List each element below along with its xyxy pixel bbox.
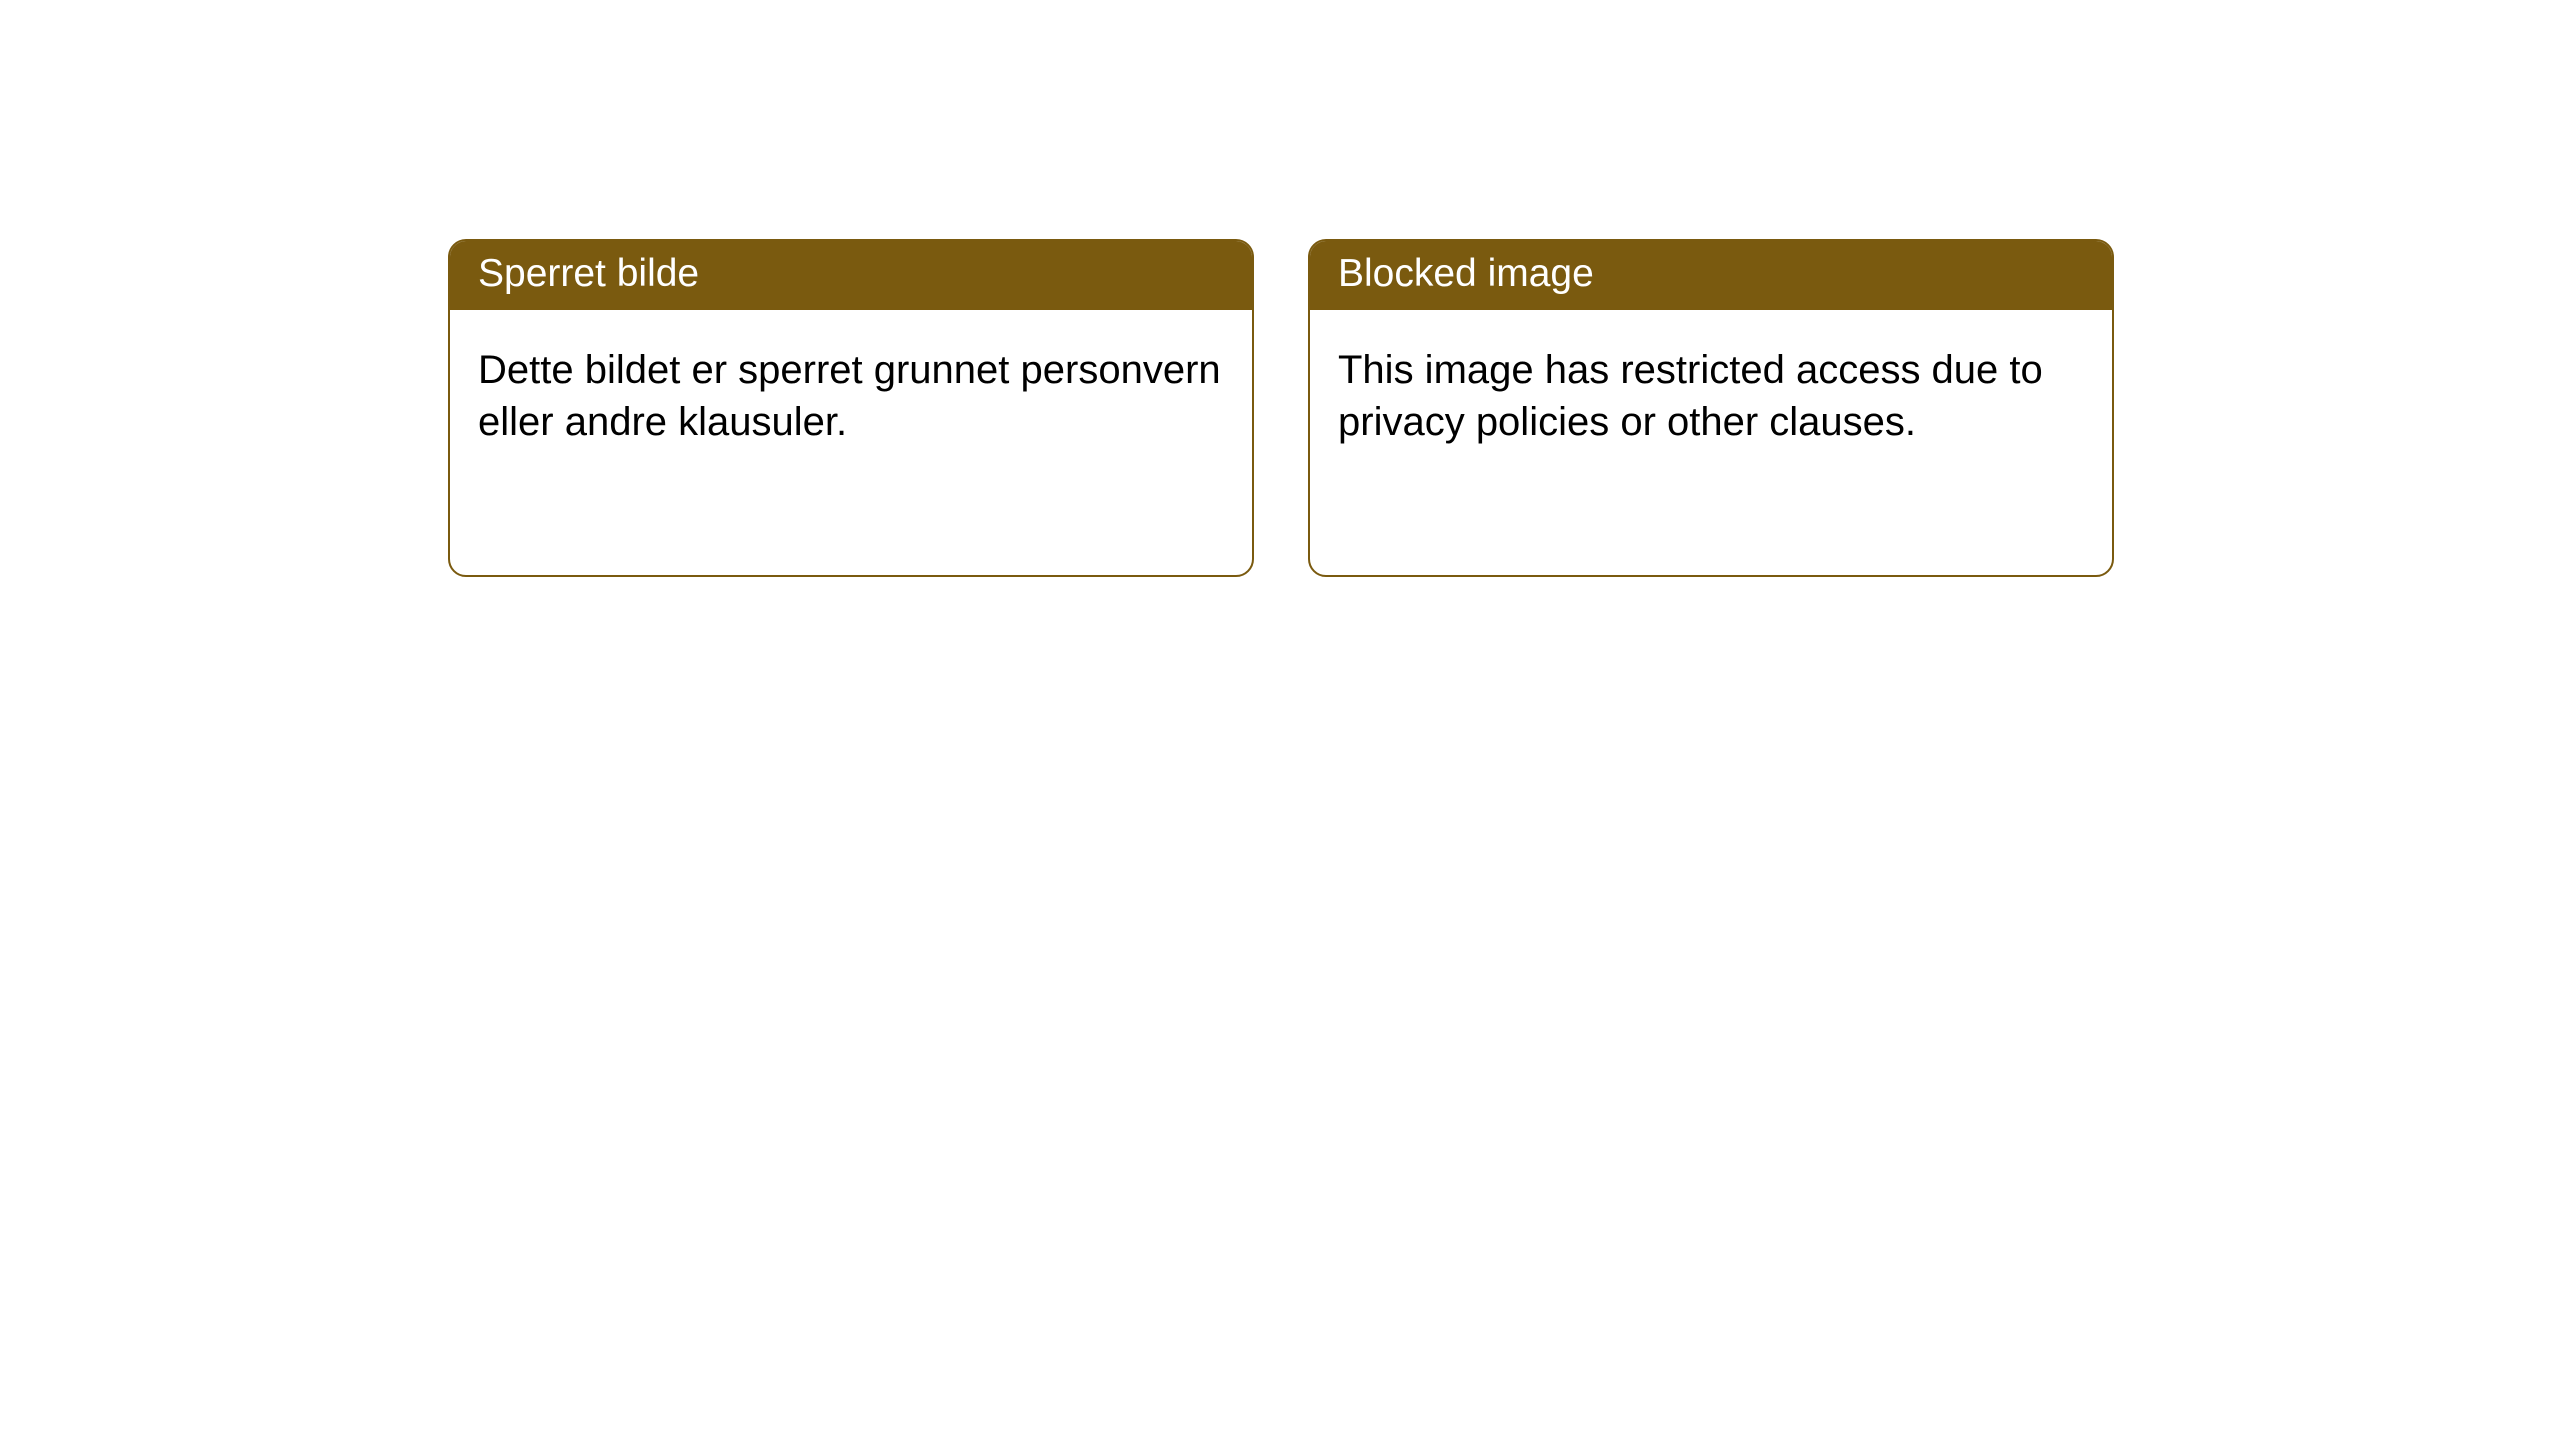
notice-card-english: Blocked image This image has restricted … [1308, 239, 2114, 577]
notice-card-norwegian: Sperret bilde Dette bildet er sperret gr… [448, 239, 1254, 577]
notice-header: Blocked image [1310, 241, 2112, 310]
notice-header: Sperret bilde [450, 241, 1252, 310]
notice-body: Dette bildet er sperret grunnet personve… [450, 310, 1252, 482]
notice-cards-container: Sperret bilde Dette bildet er sperret gr… [0, 0, 2560, 577]
notice-body: This image has restricted access due to … [1310, 310, 2112, 482]
